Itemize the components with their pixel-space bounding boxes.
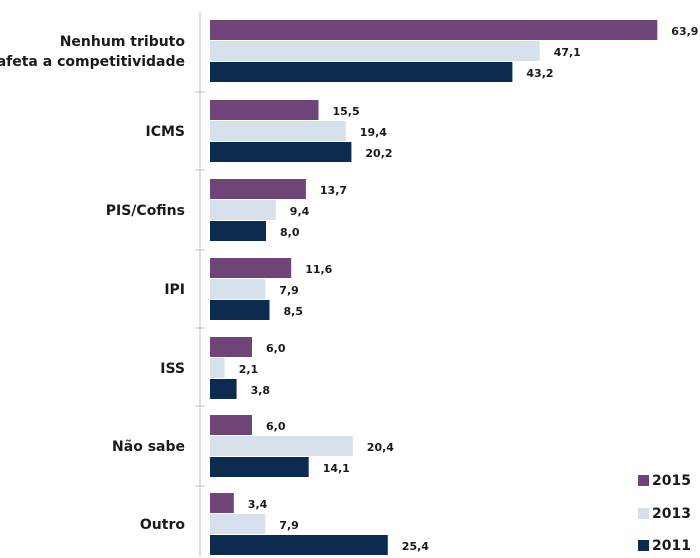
value-label: 11,6 [305, 263, 332, 276]
bar-2013 [210, 200, 276, 220]
value-label: 47,1 [554, 46, 581, 59]
value-label: 20,4 [367, 441, 394, 454]
value-label: 15,5 [333, 105, 360, 118]
category-label: Outro [140, 517, 185, 533]
bar-2011 [210, 221, 266, 241]
value-label: 7,9 [279, 284, 299, 297]
value-label: 9,4 [290, 205, 310, 218]
category-label: ISS [160, 361, 185, 377]
category-label: Nenhum tributo [60, 34, 186, 50]
bar-2013 [210, 436, 353, 456]
category-label: Não sabe [112, 439, 185, 455]
value-labels-group: 63,9 47,143,2 15,519,4 20,2 13,7 9,4 8,0 11,6 7,… [239, 25, 699, 553]
bar-2015 [210, 100, 319, 120]
bar-2015 [210, 20, 658, 40]
legend-label-2013: 2013 [652, 506, 691, 522]
value-label: 6,0 [266, 420, 286, 433]
legend-label-2015: 2015 [652, 473, 691, 489]
value-label: 3,8 [251, 384, 271, 397]
bar-2015 [210, 493, 234, 513]
value-label: 8,0 [280, 226, 300, 239]
bar-2013 [210, 41, 540, 61]
legend-swatch-2013 [638, 508, 649, 519]
bar-2013 [210, 358, 225, 378]
bar-2011 [210, 62, 513, 82]
value-label: 63,9 [671, 25, 698, 38]
category-label: IPI [164, 282, 185, 298]
legend-swatch-2011 [638, 540, 649, 551]
bar-2011 [210, 142, 352, 162]
value-label: 25,4 [402, 540, 429, 553]
category-label: PIS/Cofins [106, 203, 185, 219]
bar-2013 [210, 279, 266, 299]
bar-2015 [210, 337, 252, 357]
value-label: 43,2 [526, 67, 553, 80]
value-label: 20,2 [365, 147, 392, 160]
value-label: 19,4 [360, 126, 387, 139]
category-labels-group: Nenhum tributo afeta a competitividade ICM… [0, 34, 185, 533]
value-label: 2,1 [239, 363, 259, 376]
bar-2013 [210, 514, 266, 534]
legend: 2015 2013 2011 [638, 473, 691, 554]
value-label: 6,0 [266, 342, 286, 355]
bar-2011 [210, 457, 309, 477]
bar-2013 [210, 121, 346, 141]
bar-2011 [210, 300, 270, 320]
category-label: ICMS [146, 124, 186, 140]
value-label: 13,7 [320, 184, 347, 197]
legend-swatch-2015 [638, 475, 649, 486]
bar-2011 [210, 379, 237, 399]
value-label: 8,5 [284, 305, 304, 318]
bar-2015 [210, 415, 252, 435]
value-label: 7,9 [279, 519, 299, 532]
value-label: 3,4 [248, 498, 268, 511]
legend-label-2011: 2011 [652, 538, 691, 554]
value-label: 14,1 [323, 462, 350, 475]
bar-2011 [210, 535, 388, 555]
bar-2015 [210, 179, 306, 199]
category-label: afeta a competitividade [0, 54, 185, 70]
bars-group [210, 20, 658, 555]
bar-2015 [210, 258, 292, 278]
